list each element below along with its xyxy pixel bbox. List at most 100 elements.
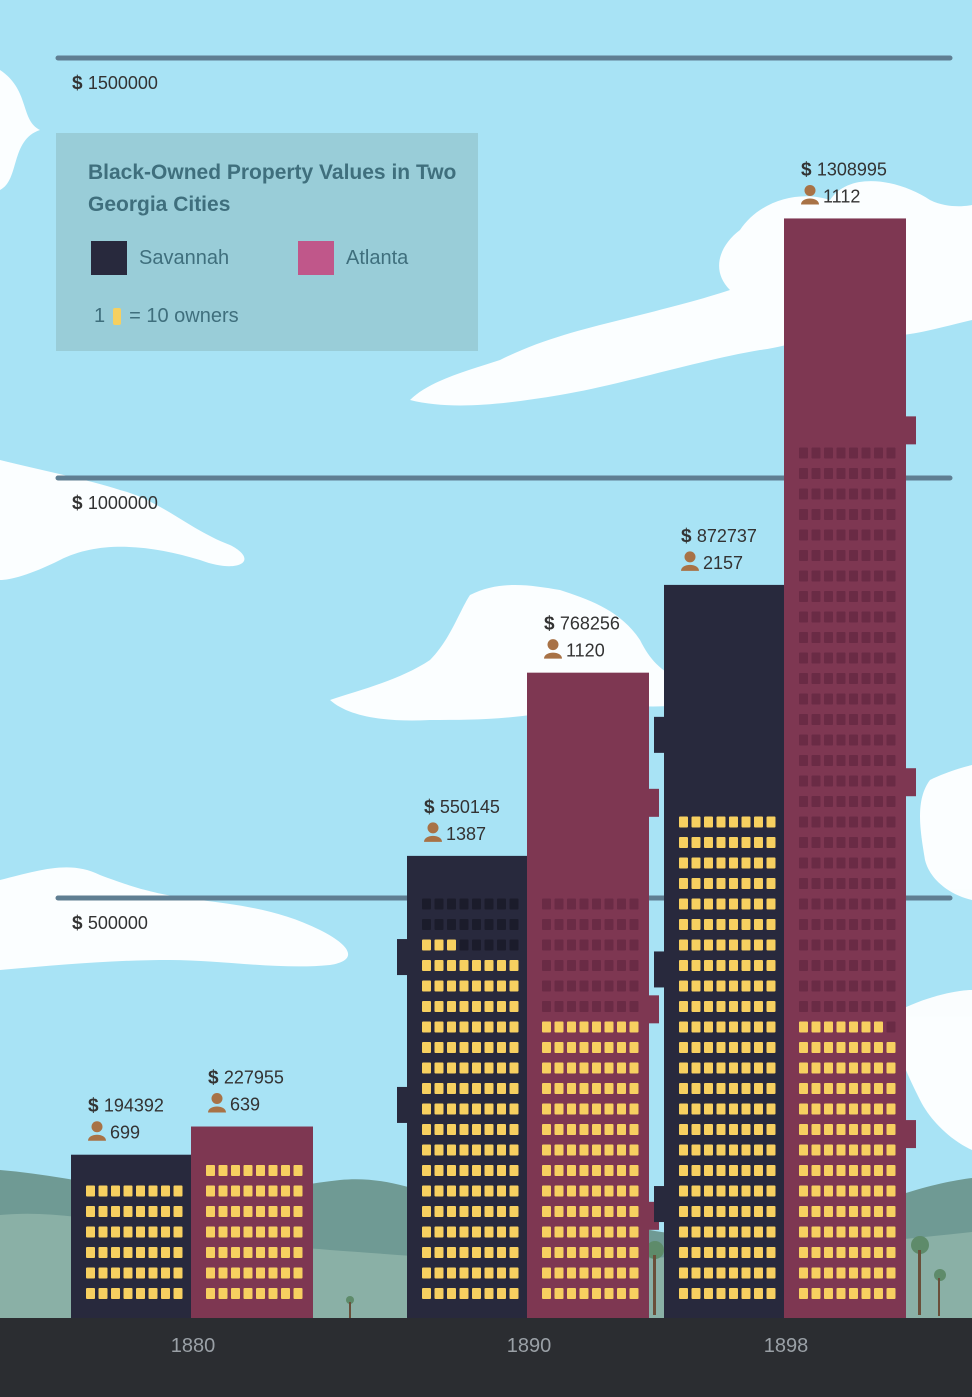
- window-dark: [554, 960, 564, 971]
- window-lit: [434, 960, 444, 971]
- window-dark: [422, 898, 431, 910]
- window-lit: [592, 1083, 601, 1094]
- window-lit: [811, 1062, 821, 1074]
- window-dark: [886, 939, 896, 951]
- window-dark: [861, 468, 871, 479]
- window-lit: [567, 1144, 576, 1156]
- window-lit: [716, 1144, 726, 1156]
- window-lit: [218, 1165, 228, 1176]
- window-lit: [98, 1247, 108, 1258]
- window-dark: [849, 550, 858, 561]
- window-lit: [123, 1206, 133, 1217]
- window-lit: [741, 1083, 751, 1094]
- window-lit: [836, 1267, 846, 1279]
- window-lit: [542, 1083, 551, 1094]
- window-lit: [691, 837, 701, 848]
- window-lit: [729, 1165, 738, 1176]
- window-lit: [243, 1185, 253, 1197]
- window-lit: [799, 1124, 808, 1135]
- window-lit: [497, 1124, 506, 1135]
- window-lit: [799, 1247, 808, 1258]
- window-dark: [799, 673, 808, 684]
- owners-label: 1120: [566, 641, 605, 661]
- window-lit: [256, 1206, 265, 1217]
- window-lit: [604, 1165, 614, 1176]
- window-lit: [691, 1062, 701, 1074]
- window-lit: [447, 1288, 456, 1299]
- window-lit: [567, 1021, 576, 1033]
- window-lit: [161, 1226, 170, 1238]
- window-lit: [679, 1021, 688, 1033]
- window-lit: [729, 1021, 738, 1033]
- window-lit: [741, 939, 751, 951]
- person-icon: [544, 639, 562, 659]
- window-lit: [509, 1001, 519, 1012]
- window-lit: [161, 1247, 170, 1258]
- window-lit: [542, 1206, 551, 1217]
- window-lit: [741, 1144, 751, 1156]
- window-lit: [206, 1267, 215, 1279]
- window-lit: [766, 1021, 776, 1033]
- window-dark: [861, 550, 871, 561]
- window-lit: [554, 1247, 564, 1258]
- window-lit: [243, 1226, 253, 1238]
- window-dark: [811, 673, 821, 684]
- window-dark: [799, 714, 808, 725]
- window-lit: [447, 1062, 456, 1074]
- legend-item-savannah: Savannah: [91, 240, 229, 276]
- window-lit: [716, 1001, 726, 1012]
- window-lit: [604, 1021, 614, 1033]
- window-dark: [617, 898, 626, 910]
- window-lit: [111, 1267, 120, 1279]
- window-dark: [861, 673, 871, 684]
- window-lit: [422, 1103, 431, 1115]
- window-lit: [592, 1124, 601, 1135]
- window-lit: [472, 1144, 481, 1156]
- window-lit: [447, 1042, 456, 1053]
- window-lit: [422, 980, 431, 992]
- window-lit: [729, 837, 738, 848]
- window-lit: [836, 1226, 846, 1238]
- window-lit: [836, 1042, 846, 1053]
- window-lit: [434, 1206, 444, 1217]
- window-lit: [754, 1144, 763, 1156]
- window-lit: [861, 1247, 871, 1258]
- window-lit: [691, 816, 701, 828]
- window-dark: [861, 878, 871, 889]
- window-dark: [836, 611, 846, 623]
- window-lit: [497, 1185, 506, 1197]
- window-lit: [629, 1185, 639, 1197]
- window-lit: [861, 1083, 871, 1094]
- window-dark: [567, 960, 576, 971]
- window-lit: [849, 1206, 858, 1217]
- window-dark: [542, 939, 551, 951]
- person-icon: [424, 822, 442, 842]
- window-lit: [231, 1185, 240, 1197]
- window-lit: [497, 1144, 506, 1156]
- window-dark: [811, 1001, 821, 1012]
- window-dark: [849, 734, 858, 746]
- window-dark: [886, 857, 896, 869]
- window-lit: [218, 1267, 228, 1279]
- window-lit: [799, 1206, 808, 1217]
- window-dark: [811, 939, 821, 951]
- window-dark: [799, 960, 808, 971]
- window-lit: [691, 1267, 701, 1279]
- y-tick-label: $ 1500000: [72, 73, 158, 94]
- window-dark: [861, 796, 871, 807]
- window-lit: [592, 1226, 601, 1238]
- window-dark: [836, 919, 846, 930]
- window-dark: [824, 591, 833, 602]
- window-dark: [836, 796, 846, 807]
- window-lit: [824, 1226, 833, 1238]
- window-lit: [268, 1165, 278, 1176]
- window-lit: [679, 980, 688, 992]
- window-lit: [716, 939, 726, 951]
- window-lit: [874, 1165, 883, 1176]
- window-lit: [592, 1288, 601, 1299]
- window-lit: [111, 1206, 120, 1217]
- window-lit: [824, 1185, 833, 1197]
- window-lit: [766, 1103, 776, 1115]
- window-lit: [716, 1226, 726, 1238]
- window-lit: [729, 878, 738, 889]
